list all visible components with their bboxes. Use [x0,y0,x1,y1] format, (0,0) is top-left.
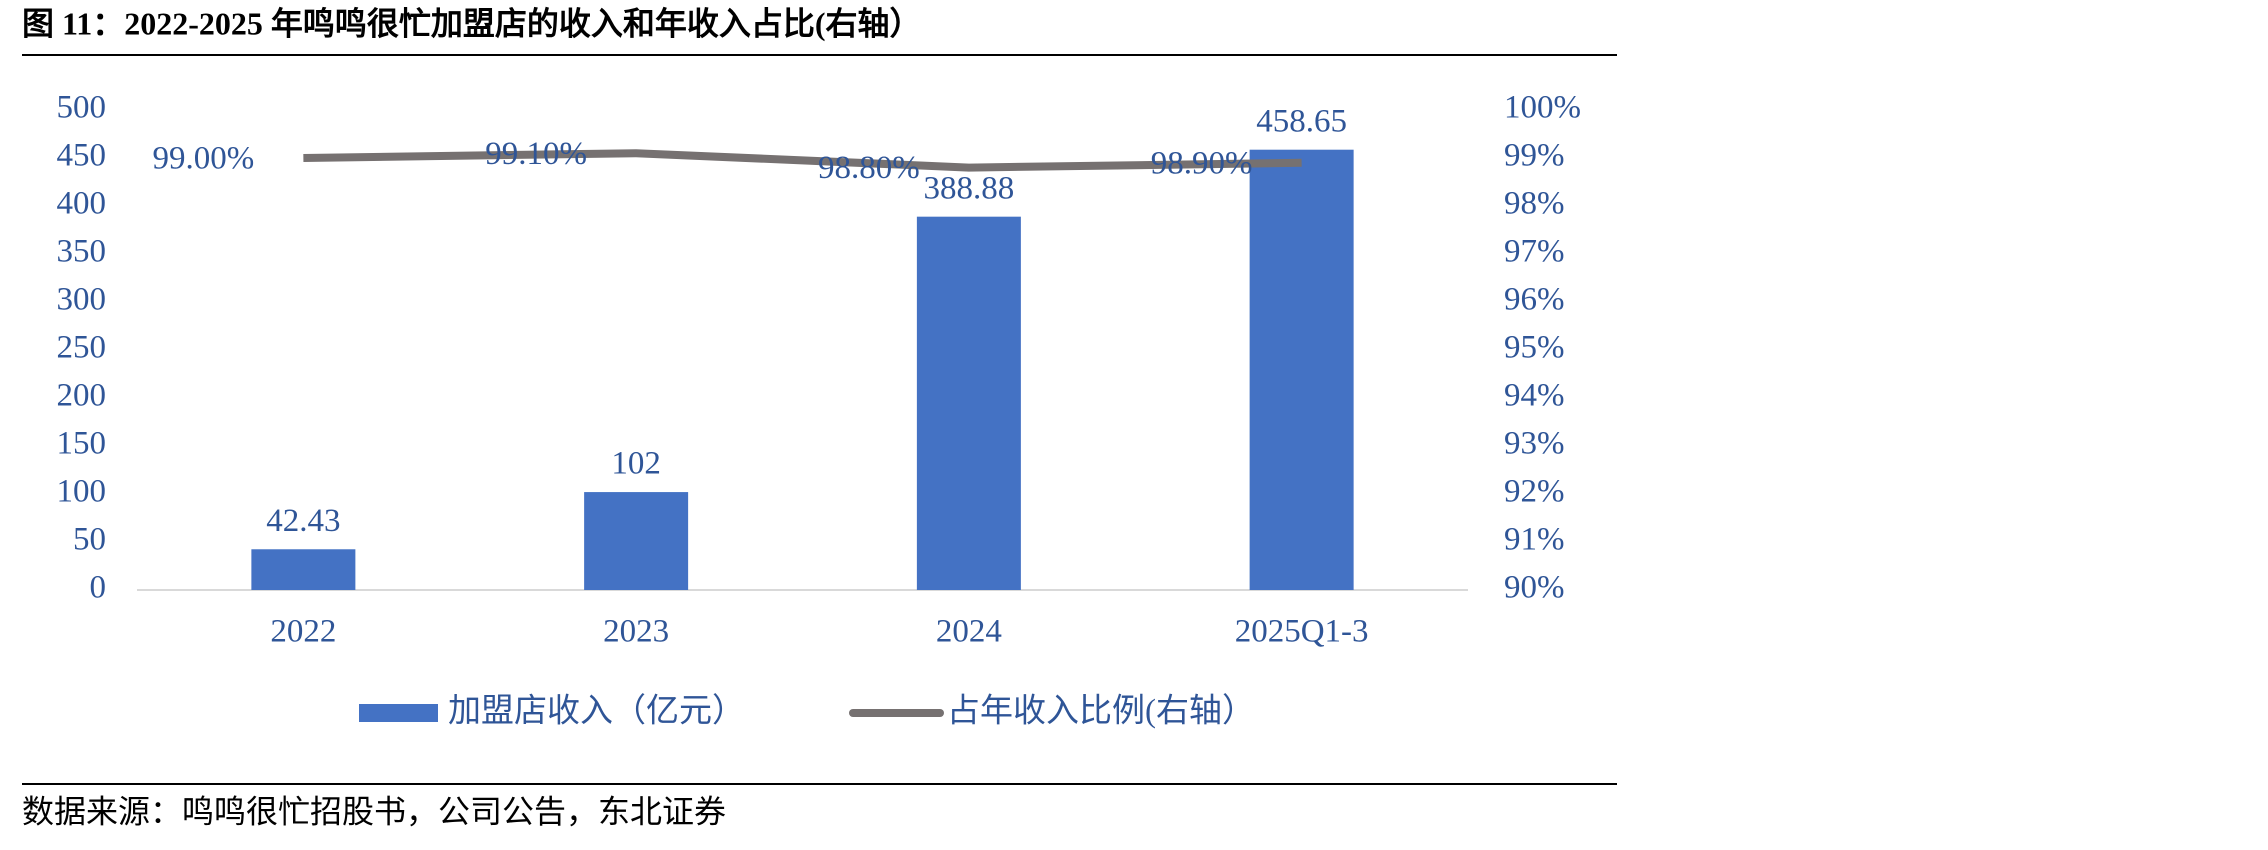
y-tick-label: 0 [90,570,107,606]
line-value-label: 99.00% [153,141,255,177]
y2-tick-label: 97% [1504,234,1565,270]
legend-label: 占年收入比例(右轴） [947,693,1255,730]
line-value-label: 99.10% [485,136,587,172]
y2-tick-label: 98% [1504,186,1565,222]
y2-tick-label: 92% [1504,474,1565,510]
x-tick-label: 2022 [270,614,336,650]
y-tick-label: 450 [57,138,107,174]
bar [584,492,689,590]
y2-tick-label: 95% [1504,330,1565,366]
bar-value-label: 458.65 [1256,103,1347,139]
y-tick-label: 500 [57,90,107,126]
line [303,149,1302,172]
y2-tick-label: 94% [1504,378,1565,414]
bar-value-label: 388.88 [924,170,1015,206]
y-tick-label: 400 [57,186,107,222]
y-tick-label: 300 [57,282,107,318]
x-tick-label: 2025Q1-3 [1235,614,1369,650]
y-tick-label: 200 [57,378,107,414]
bar-value-label: 42.43 [266,503,340,539]
y-tick-label: 250 [57,330,107,366]
y2-tick-label: 90% [1504,570,1565,606]
bar [251,549,356,590]
x-tick-label: 2024 [936,614,1002,650]
bar-value-label: 102 [611,446,661,482]
legend-label: 加盟店收入（亿元） [448,693,745,730]
y-tick-label: 350 [57,234,107,270]
y2-tick-label: 99% [1504,138,1565,174]
bar [1249,149,1354,591]
y-tick-label: 100 [57,474,107,510]
y2-tick-label: 93% [1504,426,1565,462]
x-tick-label: 2023 [603,614,669,650]
bar [916,216,1021,590]
legend-swatch [359,704,438,722]
y2-tick-label: 91% [1504,522,1565,558]
line-value-label: 98.80% [818,150,920,186]
y-tick-label: 50 [73,522,106,558]
y-tick-label: 150 [57,426,107,462]
line-value-label: 98.90% [1151,145,1253,181]
y2-tick-label: 96% [1504,282,1565,318]
source: 数据来源：鸣鸣很忙招股书，公司公告，东北证券 [22,793,726,829]
y2-tick-label: 100% [1504,90,1581,126]
chart-title: 图 11：2022-2025 年鸣鸣很忙加盟店的收入和年收入占比(右轴） [22,5,922,41]
